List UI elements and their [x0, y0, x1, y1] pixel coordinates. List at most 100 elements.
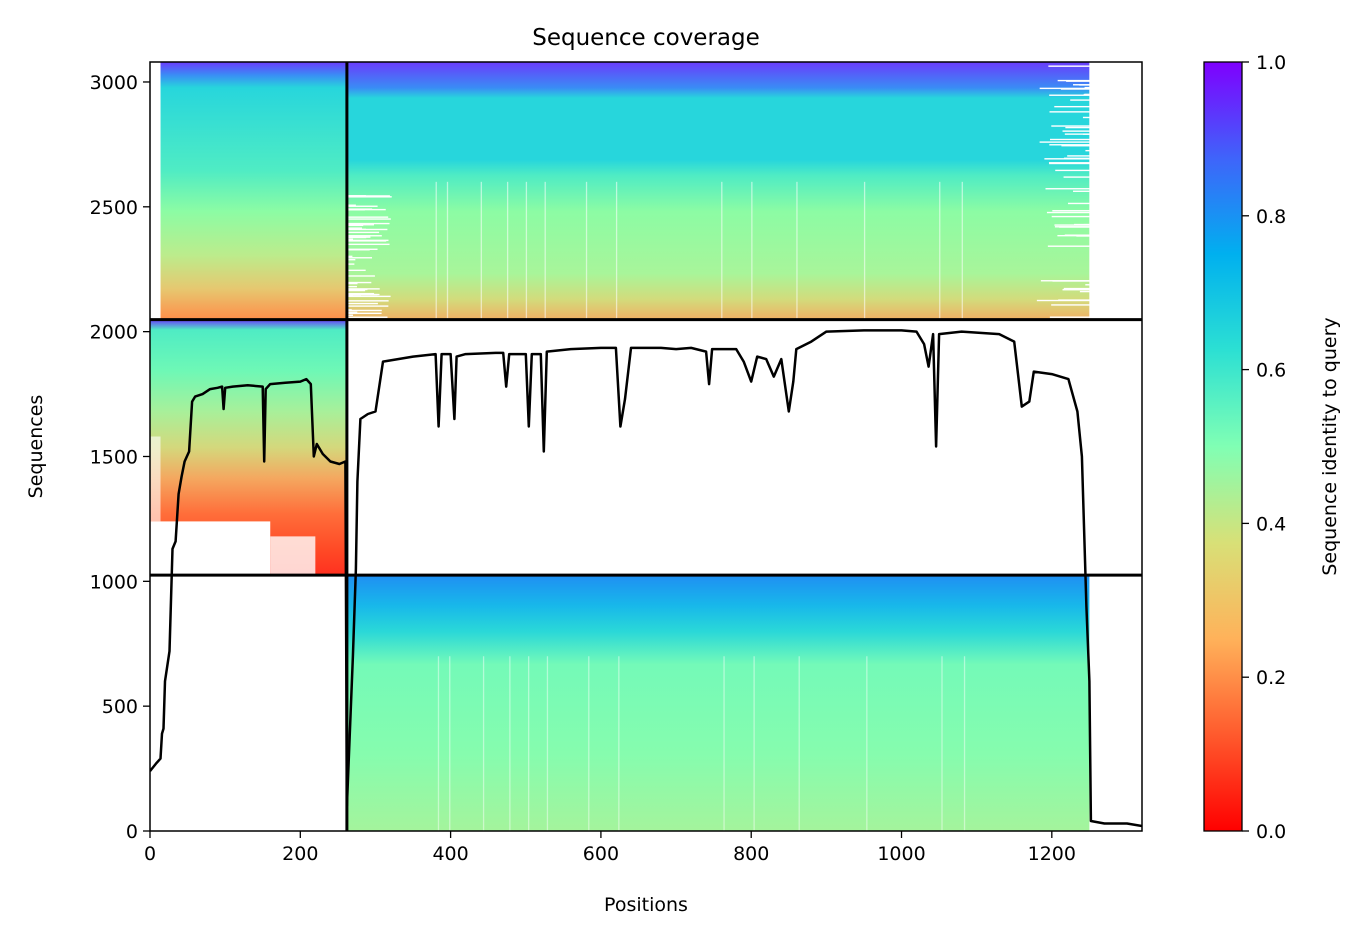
gap-streak	[1063, 289, 1091, 290]
gap-column	[483, 656, 484, 831]
gap-streak	[1048, 246, 1091, 247]
gap-region	[150, 437, 161, 522]
gap-column	[721, 182, 722, 319]
gap-streak	[1044, 158, 1090, 159]
gap-column	[751, 182, 752, 319]
gap-streak	[1049, 162, 1090, 163]
gap-streak	[1061, 88, 1091, 89]
colorbar-tick-label: 0.0	[1256, 821, 1286, 843]
gap-streak	[1051, 125, 1090, 126]
colorbar-tick-label: 0.2	[1256, 667, 1286, 689]
x-tick-label: 400	[432, 843, 468, 865]
gap-streak	[1083, 133, 1090, 134]
gap-streak	[1065, 127, 1090, 128]
gap-streak	[1050, 111, 1091, 112]
gap-column	[723, 656, 724, 831]
gap-streak	[1049, 95, 1090, 96]
gap-column	[528, 656, 529, 831]
gap-streak	[347, 275, 375, 276]
gap-region	[150, 521, 270, 575]
gap-streak	[347, 218, 391, 219]
gap-column	[586, 182, 587, 319]
gap-streak	[1050, 139, 1090, 140]
gap-streak	[347, 235, 382, 236]
x-tick-label: 1000	[877, 843, 925, 865]
gap-streak	[347, 257, 372, 258]
gap-streak	[1052, 216, 1091, 217]
gap-streak	[347, 229, 388, 230]
y-tick-label: 1500	[90, 446, 138, 468]
gap-streak	[1041, 280, 1091, 281]
gap-column	[796, 182, 797, 319]
y-tick-label: 2500	[90, 197, 138, 219]
gap-column	[438, 656, 439, 831]
gap-column	[509, 656, 510, 831]
colorbar-tick-label: 0.8	[1256, 206, 1286, 228]
gap-column	[962, 182, 963, 319]
gap-streak	[1068, 203, 1090, 204]
gap-streak	[347, 240, 386, 241]
colorbar-gradient	[1204, 62, 1242, 831]
gap-streak	[347, 303, 378, 304]
gap-streak	[347, 227, 362, 228]
gap-streak	[1050, 316, 1091, 317]
gap-column	[753, 656, 754, 831]
gap-streak	[347, 216, 388, 217]
gap-streak	[1048, 65, 1090, 66]
gap-streak	[1037, 300, 1091, 301]
gap-streak	[1055, 170, 1090, 171]
y-tick-label: 1000	[90, 571, 138, 593]
gap-column	[507, 182, 508, 319]
gap-column	[588, 656, 589, 831]
colorbar-tick-label: 0.6	[1256, 360, 1286, 382]
gap-column	[939, 182, 940, 319]
gap-region	[150, 99, 161, 319]
gap-column	[799, 656, 800, 831]
colorbar-tick-label: 0.4	[1256, 513, 1286, 535]
block-chain-1-paired	[161, 62, 347, 320]
chart-title: Sequence coverage	[532, 25, 760, 51]
gap-streak	[347, 289, 368, 290]
gap-streak	[1073, 84, 1090, 85]
gap-column	[447, 182, 448, 319]
gap-column	[481, 182, 482, 319]
gap-streak	[1080, 291, 1091, 292]
gap-column	[964, 656, 965, 831]
gap-region	[270, 536, 315, 575]
gap-streak	[347, 286, 357, 287]
gap-streak	[1047, 212, 1090, 213]
gap-region	[1089, 62, 1142, 320]
gap-streak	[347, 300, 389, 301]
gap-streak	[347, 305, 388, 306]
gap-column	[526, 182, 527, 319]
gap-streak	[1083, 117, 1090, 118]
gap-streak	[1052, 210, 1090, 211]
gap-streak	[347, 224, 374, 225]
gap-column	[618, 656, 619, 831]
gap-streak	[1051, 304, 1090, 305]
gap-streak	[347, 237, 366, 238]
gap-column	[449, 656, 450, 831]
gap-streak	[1045, 188, 1090, 189]
gap-streak	[1067, 155, 1090, 156]
x-tick-label: 800	[733, 843, 769, 865]
gap-streak	[1040, 141, 1091, 142]
block-chain-2-paired	[347, 62, 1089, 320]
gap-streak	[1059, 226, 1090, 227]
y-tick-label: 2000	[90, 322, 138, 344]
y-axis-label: Sequences	[25, 395, 47, 499]
gap-streak	[1064, 176, 1091, 177]
gap-column	[545, 182, 546, 319]
x-tick-label: 0	[144, 843, 156, 865]
gap-streak	[347, 195, 366, 196]
gap-streak	[347, 296, 391, 297]
x-axis-label: Positions	[604, 894, 688, 916]
gap-streak	[1058, 80, 1091, 81]
gap-streak	[1049, 144, 1090, 145]
x-tick-label: 1200	[1028, 843, 1076, 865]
gap-column	[436, 182, 437, 319]
gap-streak	[347, 310, 382, 311]
gap-column	[866, 656, 867, 831]
